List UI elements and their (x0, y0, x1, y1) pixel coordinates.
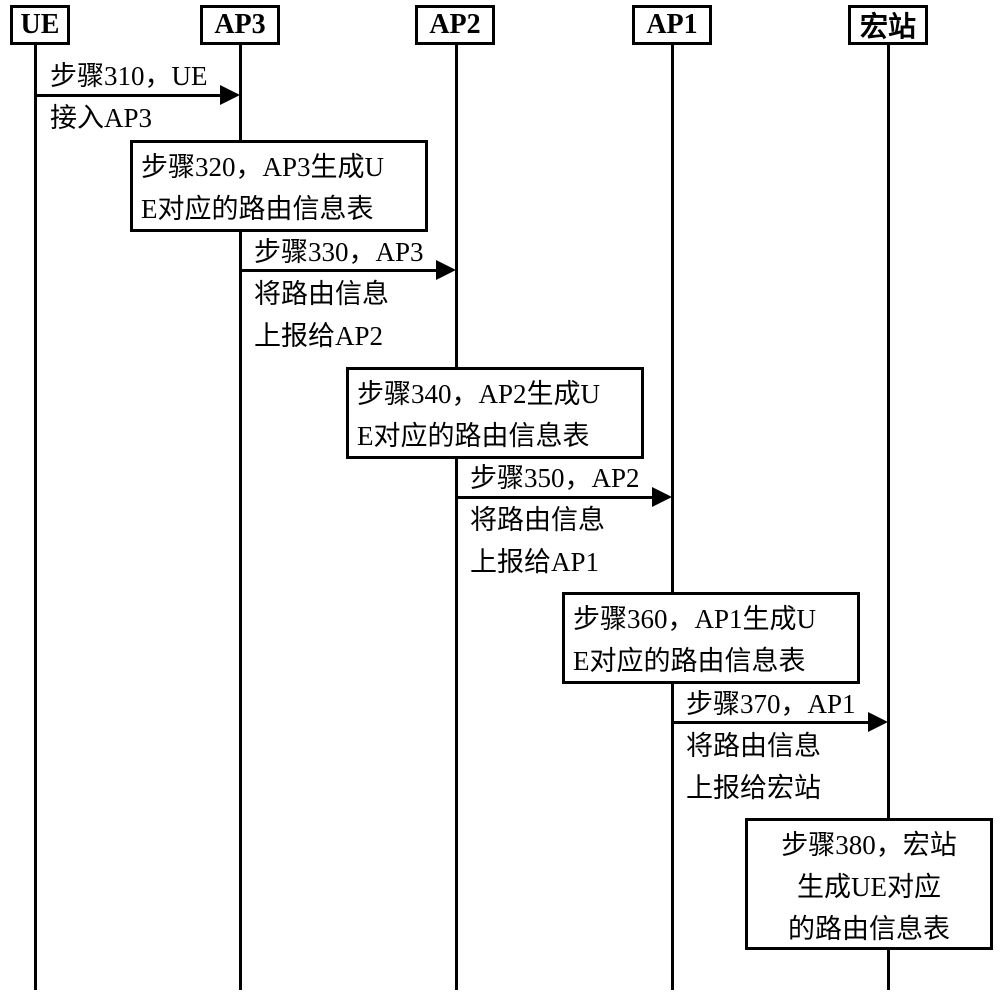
lifeline-header-ue: UE (10, 5, 70, 45)
msg-step370-label: 步骤370，AP1 将路由信息 上报给宏站 (686, 684, 856, 810)
lifeline-header-macro: 宏站 (848, 5, 928, 45)
msg-step310-head (220, 85, 240, 105)
box-step340: 步骤340，AP2生成U E对应的路由信息表 (346, 367, 644, 459)
msg-step330-label: 步骤330，AP3 将路由信息 上报给AP2 (254, 232, 424, 358)
msg-step330-head (436, 260, 456, 280)
box-step320: 步骤320，AP3生成U E对应的路由信息表 (130, 140, 428, 232)
msg-step370-line (672, 721, 870, 724)
msg-step370-head (868, 712, 888, 732)
lifeline-ue (34, 45, 37, 990)
msg-step350-label: 步骤350，AP2 将路由信息 上报给AP1 (470, 458, 640, 584)
lifeline-header-ap1: AP1 (632, 5, 712, 45)
lifeline-header-ap3: AP3 (200, 5, 280, 45)
msg-step310-line (35, 94, 222, 97)
msg-step350-head (652, 487, 672, 507)
lifeline-ap2 (455, 45, 458, 990)
sequence-diagram: UE AP3 AP2 AP1 宏站 步骤310，UE 接入AP3 步骤320，A… (0, 0, 1000, 996)
msg-step350-line (456, 496, 654, 499)
lifeline-header-ap2: AP2 (415, 5, 495, 45)
msg-step310-label: 步骤310，UE 接入AP3 (50, 56, 208, 140)
msg-step330-line (240, 269, 438, 272)
lifeline-ap1 (671, 45, 674, 990)
box-step380: 步骤380，宏站 生成UE对应 的路由信息表 (745, 818, 993, 950)
box-step360: 步骤360，AP1生成U E对应的路由信息表 (562, 592, 860, 684)
